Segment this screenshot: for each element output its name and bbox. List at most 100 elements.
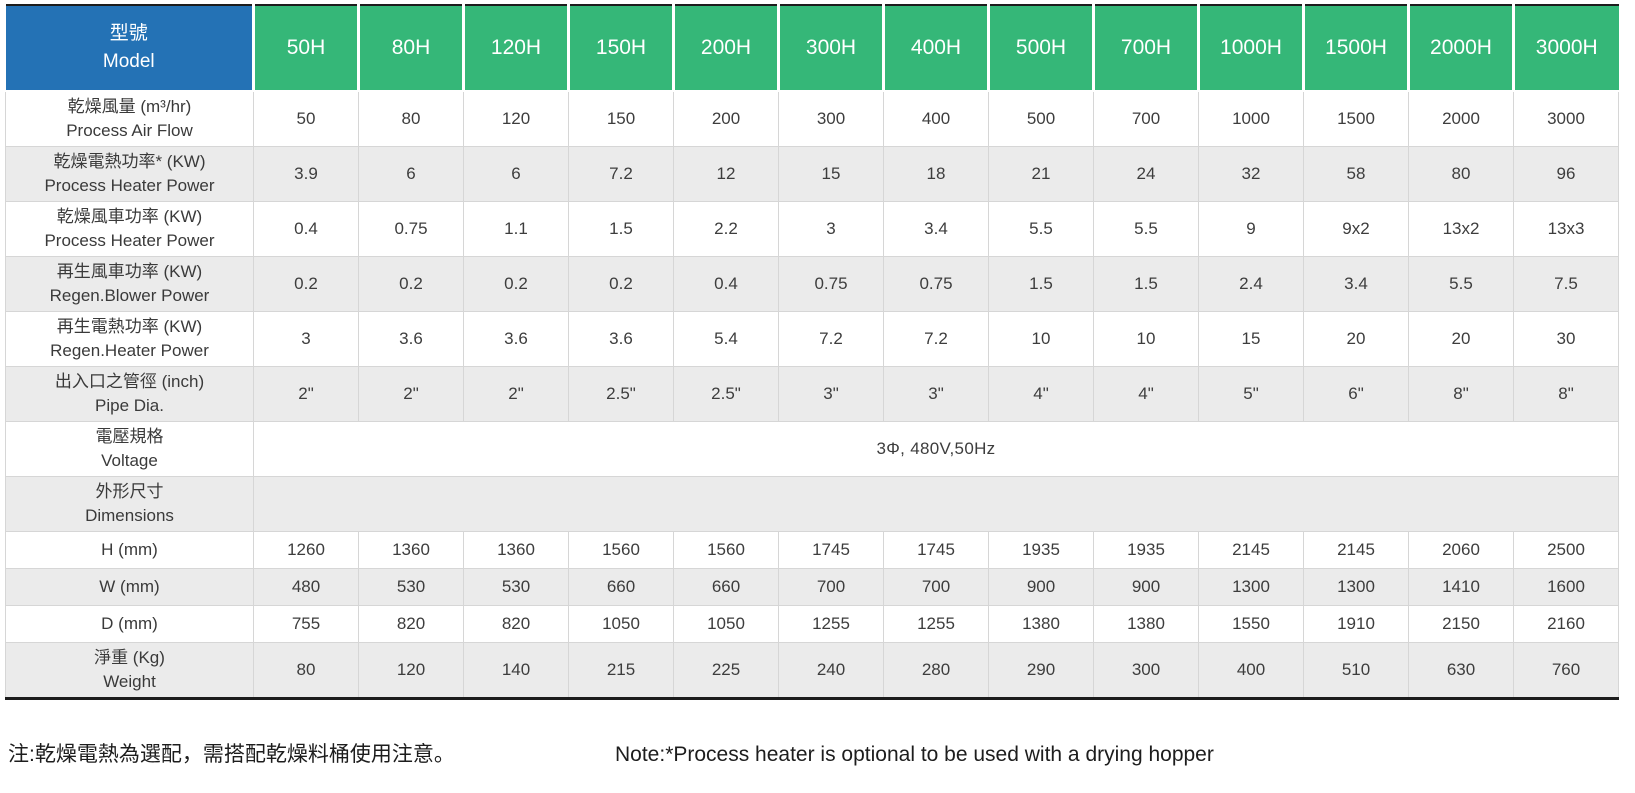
spec-cell: 280 — [883, 642, 989, 699]
spec-cell: 760 — [1513, 642, 1619, 699]
spec-cell: 58 — [1303, 146, 1409, 202]
spec-cell: 1410 — [1408, 568, 1514, 606]
row-label-zh: 再生電熱功率 (KW) — [56, 317, 203, 337]
spec-cell: 1910 — [1303, 605, 1409, 643]
spec-cell: 13x3 — [1513, 201, 1619, 257]
merged-value-cell — [253, 476, 1619, 532]
spec-cell: 1360 — [463, 531, 569, 569]
spec-cell: 3 — [253, 311, 359, 367]
model-column-header: 120H — [462, 5, 569, 92]
spec-cell: 1050 — [568, 605, 674, 643]
row-label: 再生風車功率 (KW) Regen.Blower Power — [5, 256, 254, 312]
table-row: W (mm) 480 530 530 660 660 700 700 900 900 1300 130… — [5, 568, 1619, 606]
row-label: 外形尺寸 Dimensions — [5, 476, 254, 532]
spec-cell: 0.75 — [358, 201, 464, 257]
spec-cell: 5.5 — [1408, 256, 1514, 312]
row-label-zh: 電壓規格 — [95, 427, 164, 447]
spec-cell: 2" — [358, 366, 464, 422]
model-column-header: 50H — [252, 5, 359, 92]
spec-cell: 2150 — [1408, 605, 1514, 643]
spec-cell: 150 — [568, 90, 674, 147]
spec-cell: 2" — [253, 366, 359, 422]
footnote-en: Note:*Process heater is optional to be u… — [615, 743, 1214, 766]
spec-cell: 7.5 — [1513, 256, 1619, 312]
merged-value-cell: 3Φ, 480V,50Hz — [253, 421, 1619, 477]
row-label-en: Pipe Dia. — [95, 396, 164, 415]
spec-cell: 0.2 — [463, 256, 569, 312]
footnote-zh: 注:乾燥電熱為選配，需搭配乾燥料桶使用注意。 — [8, 743, 455, 766]
spec-table: 型號 Model 50H 80H 120H 150H 200H 300H 400H 500H 700… — [5, 4, 1619, 700]
spec-cell: 1300 — [1303, 568, 1409, 606]
model-column-header: 3000H — [1512, 5, 1619, 92]
row-label: 電壓規格 Voltage — [5, 421, 254, 477]
row-label-en: Voltage — [101, 451, 158, 470]
spec-cell: 6 — [463, 146, 569, 202]
spec-cell: 1.5 — [568, 201, 674, 257]
row-label: 淨重 (Kg) Weight — [5, 642, 254, 699]
spec-cell: 50 — [253, 90, 359, 147]
model-column-header: 150H — [567, 5, 674, 92]
spec-cell: 120 — [463, 90, 569, 147]
spec-cell: 900 — [988, 568, 1094, 606]
spec-cell: 1600 — [1513, 568, 1619, 606]
table-row: 外形尺寸 Dimensions — [5, 476, 1619, 532]
spec-cell: 20 — [1408, 311, 1514, 367]
spec-cell: 1935 — [988, 531, 1094, 569]
spec-cell: 225 — [673, 642, 779, 699]
model-column-header: 1500H — [1302, 5, 1409, 92]
row-label-en: Process Heater Power — [44, 176, 215, 195]
spec-cell: 2.4 — [1198, 256, 1304, 312]
spec-cell: 0.4 — [253, 201, 359, 257]
spec-cell: 24 — [1093, 146, 1199, 202]
spec-cell: 1255 — [883, 605, 989, 643]
model-column-header: 200H — [672, 5, 779, 92]
spec-cell: 700 — [778, 568, 884, 606]
spec-cell: 9x2 — [1303, 201, 1409, 257]
spec-cell: 1560 — [673, 531, 779, 569]
spec-cell: 755 — [253, 605, 359, 643]
spec-cell: 2.5" — [673, 366, 779, 422]
spec-cell: 630 — [1408, 642, 1514, 699]
spec-cell: 0.2 — [568, 256, 674, 312]
model-column-header: 500H — [987, 5, 1094, 92]
row-label-en: Process Heater Power — [44, 231, 215, 250]
row-label: 乾燥電熱功率* (KW) Process Heater Power — [5, 146, 254, 202]
row-label-en: Process Air Flow — [66, 121, 193, 140]
spec-cell: 700 — [883, 568, 989, 606]
spec-cell: 1560 — [568, 531, 674, 569]
spec-cell: 530 — [358, 568, 464, 606]
spec-cell: 2.2 — [673, 201, 779, 257]
spec-cell: 8" — [1408, 366, 1514, 422]
spec-cell: 3.4 — [1303, 256, 1409, 312]
row-label: 出入口之管徑 (inch) Pipe Dia. — [5, 366, 254, 422]
row-label: W (mm) — [5, 568, 254, 606]
spec-cell: 80 — [1408, 146, 1514, 202]
spec-cell: 1255 — [778, 605, 884, 643]
spec-cell: 2145 — [1198, 531, 1304, 569]
spec-cell: 3" — [778, 366, 884, 422]
spec-cell: 6 — [358, 146, 464, 202]
spec-cell: 3.6 — [358, 311, 464, 367]
spec-cell: 80 — [358, 90, 464, 147]
spec-cell: 1500 — [1303, 90, 1409, 147]
spec-cell: 7.2 — [883, 311, 989, 367]
row-label-zh: 再生風車功率 (KW) — [56, 262, 203, 282]
spec-cell: 96 — [1513, 146, 1619, 202]
model-column-header: 80H — [357, 5, 464, 92]
table-row: 出入口之管徑 (inch) Pipe Dia. 2" 2" 2" 2.5" 2.5" 3" 3"… — [5, 366, 1619, 422]
model-column-header: 2000H — [1407, 5, 1514, 92]
row-label-zh: 乾燥風量 (m³/hr) — [67, 97, 192, 117]
spec-cell: 15 — [1198, 311, 1304, 367]
table-row: D (mm) 755 820 820 1050 1050 1255 1255 1380 1380 1… — [5, 605, 1619, 643]
table-row: 乾燥風量 (m³/hr) Process Air Flow 50 80 120 150 20… — [5, 90, 1619, 147]
spec-cell: 240 — [778, 642, 884, 699]
spec-cell: 510 — [1303, 642, 1409, 699]
spec-cell: 9 — [1198, 201, 1304, 257]
spec-cell: 140 — [463, 642, 569, 699]
spec-cell: 18 — [883, 146, 989, 202]
spec-cell: 0.2 — [253, 256, 359, 312]
spec-cell: 2500 — [1513, 531, 1619, 569]
spec-cell: 30 — [1513, 311, 1619, 367]
row-label-en: Weight — [103, 672, 156, 691]
spec-cell: 1360 — [358, 531, 464, 569]
